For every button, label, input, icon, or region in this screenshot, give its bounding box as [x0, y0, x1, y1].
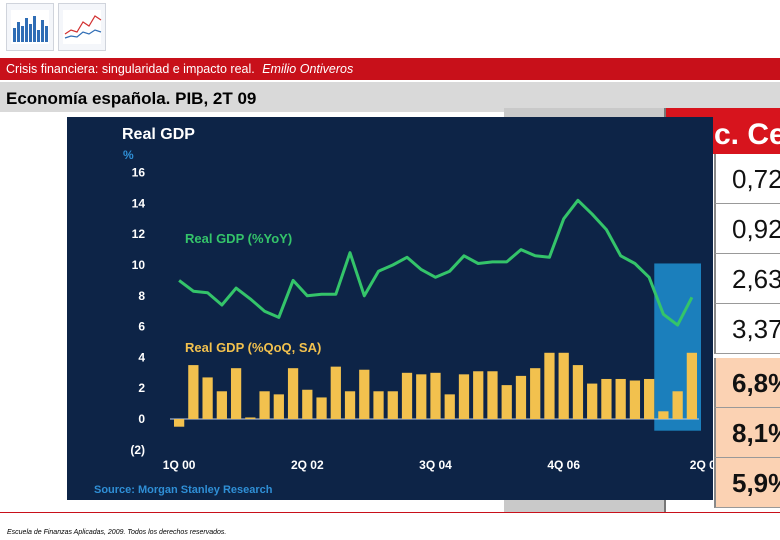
y-tick-label: 16: [132, 166, 146, 180]
qoq-bar: [287, 368, 299, 419]
qoq-bar: [587, 383, 598, 419]
chart-source: Source: Morgan Stanley Research: [94, 484, 273, 496]
thumbnail-chart-2: [58, 3, 106, 51]
header-banner: Crisis financiera: singularidad e impact…: [0, 58, 780, 80]
qoq-bar: [672, 391, 683, 419]
qoq-bar: [530, 368, 541, 419]
qoq-bar: [173, 419, 185, 427]
qoq-bar: [259, 391, 270, 419]
x-tick-label: 4Q 06: [547, 458, 580, 472]
y-tick-label: 2: [138, 381, 145, 395]
qoq-bar: [644, 378, 655, 419]
qoq-bar: [330, 366, 341, 419]
qoq-bar: [373, 391, 384, 419]
y-tick-label: 4: [138, 350, 145, 364]
y-tick-label: 0: [138, 412, 145, 426]
qoq-bar: [416, 374, 427, 419]
table-cell-7: 5,9%: [714, 458, 780, 508]
qoq-bar: [401, 372, 413, 419]
y-tick-label: 6: [138, 320, 145, 334]
footer-copyright: Escuela de Finanzas Aplicadas, 2009. Tod…: [7, 529, 227, 536]
table-cell-2: 0,92%: [714, 204, 780, 254]
qoq-bar: [316, 397, 327, 419]
qoq-bar: [216, 391, 227, 419]
x-tick-label: 2Q 02: [291, 458, 324, 472]
real-gdp-chart: Real GDP % (2) 0 2 4 6 8 10 12 14 16 1Q 00 2Q 02 3Q…: [67, 117, 713, 500]
qoq-bar: [558, 352, 569, 419]
qoq-bar: [359, 369, 370, 419]
footer-divider: [0, 512, 780, 513]
qoq-bar: [515, 375, 527, 419]
table-cell-4: 3,37%: [714, 304, 780, 354]
qoq-bar: [601, 378, 612, 419]
qoq-bar: [544, 352, 555, 419]
y-tick-label: 14: [132, 196, 146, 210]
y-axis-unit: %: [123, 148, 134, 162]
thumbnail-chart-1: [6, 3, 54, 51]
table-cell-5: 6,8%: [714, 358, 780, 408]
slide-title: Economía española. PIB, 2T 09: [0, 82, 780, 112]
qoq-bar: [230, 368, 242, 419]
table-cell-1: 0,72%: [714, 154, 780, 204]
qoq-bar: [572, 365, 584, 419]
y-tick-label: (2): [130, 443, 145, 457]
yoy-line: [178, 198, 694, 327]
qoq-bar: [188, 365, 199, 419]
qoq-bar: [302, 389, 313, 419]
legend-yoy: Real GDP (%YoY): [185, 231, 292, 246]
slide-thumbnails: [6, 3, 106, 51]
qoq-bar: [686, 352, 698, 419]
qoq-bar: [658, 411, 669, 419]
qoq-bar: [487, 371, 498, 419]
banner-author: Emilio Ontiveros: [262, 62, 354, 76]
qoq-bar: [458, 374, 470, 419]
qoq-bar: [245, 417, 256, 419]
x-tick-label: 1Q 00: [163, 458, 196, 472]
qoq-bar: [444, 394, 455, 419]
qoq-bar: [273, 394, 284, 419]
y-tick-label: 12: [132, 227, 146, 241]
y-tick-label: 8: [138, 289, 145, 303]
chart-background: [67, 117, 713, 500]
qoq-bar: [629, 380, 641, 419]
x-tick-label: 3Q 04: [419, 458, 452, 472]
qoq-bar: [430, 372, 441, 419]
table-cell-6: 8,1%: [714, 408, 780, 458]
chart-title: Real GDP: [122, 126, 195, 143]
banner-title: Crisis financiera: singularidad e impact…: [6, 62, 255, 76]
x-tick-label: 2Q 09: [690, 458, 713, 472]
legend-qoq: Real GDP (%QoQ, SA): [185, 340, 321, 355]
qoq-bar: [344, 391, 356, 419]
qoq-bar: [615, 378, 626, 419]
qoq-bar: [501, 385, 512, 419]
y-tick-label: 10: [132, 258, 146, 272]
qoq-bar: [202, 377, 213, 419]
table-cell-3: 2,63%: [714, 254, 780, 304]
qoq-bar: [473, 371, 484, 419]
qoq-bar: [387, 391, 398, 419]
